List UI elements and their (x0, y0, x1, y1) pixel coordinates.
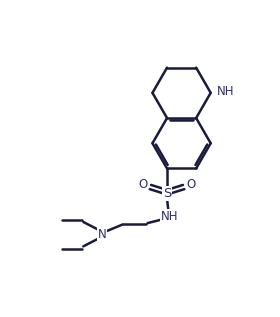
Text: N: N (97, 228, 106, 241)
Text: NH: NH (161, 210, 179, 223)
Text: S: S (163, 187, 171, 200)
Text: NH: NH (217, 85, 234, 98)
Text: O: O (186, 178, 196, 191)
Text: O: O (138, 178, 148, 191)
